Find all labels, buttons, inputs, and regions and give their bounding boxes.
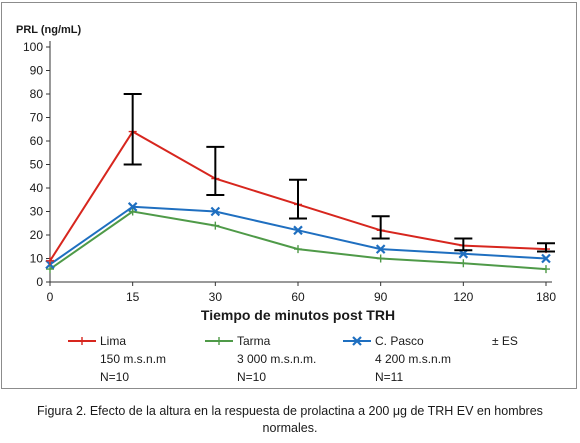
y-tick-label: 10 <box>30 252 44 266</box>
data-point-tarma <box>294 245 302 254</box>
data-point-tarma <box>459 259 468 268</box>
legend-sublabel-tarma: N=10 <box>237 370 267 384</box>
legend-sublabel-c-pasco: 4 200 m.s.n.m <box>375 352 452 366</box>
legend-sublabel-lima: N=10 <box>100 370 130 384</box>
x-tick-label: 0 <box>47 290 54 304</box>
y-tick-label: 60 <box>30 134 44 148</box>
error-bar <box>289 178 307 220</box>
y-tick-label: 80 <box>30 87 44 101</box>
data-point-c-pasco <box>541 253 551 264</box>
y-axis-title: PRL (ng/mL) <box>16 24 82 36</box>
x-tick-label: 90 <box>374 290 388 304</box>
y-tick-label: 20 <box>30 228 44 242</box>
series-line-tarma <box>49 210 547 271</box>
y-tick-label: 0 <box>36 275 43 289</box>
legend-label-tarma: Tarma <box>237 334 271 348</box>
figure-frame <box>1 2 577 389</box>
error-bar <box>206 145 225 197</box>
data-point-tarma <box>542 265 550 274</box>
error-bar <box>537 242 555 253</box>
caption-line-2: normales. <box>262 421 318 435</box>
data-point-c-pasco <box>375 244 386 254</box>
y-tick-label: 40 <box>30 181 44 195</box>
caption-line-1: Figura 2. Efecto de la altura en la resp… <box>37 404 543 418</box>
data-point-tarma <box>46 265 54 274</box>
legend-sublabel-lima: 150 m.s.n.m <box>100 352 167 366</box>
x-tick-label: 30 <box>209 290 223 304</box>
error-bar <box>123 93 142 166</box>
data-point-c-pasco <box>210 206 221 217</box>
y-tick-label: 30 <box>30 205 44 219</box>
data-point-lima <box>46 256 54 265</box>
legend-label-error-bars: ± ES <box>492 334 518 348</box>
data-point-c-pasco <box>293 225 303 236</box>
x-tick-label: 15 <box>126 290 140 304</box>
error-bar <box>371 215 390 240</box>
data-point-tarma <box>376 254 385 263</box>
data-point-c-pasco <box>127 202 138 212</box>
x-tick-label: 180 <box>536 290 556 304</box>
legend-marker-tarma <box>215 337 223 345</box>
data-point-tarma <box>128 207 137 216</box>
y-tick-label: 70 <box>30 111 44 125</box>
y-tick-label: 50 <box>30 158 44 172</box>
chart-area: PRL (ng/mL) 0 10 20 30 40 50 60 70 80 90 100 0 15 30 60… <box>16 24 556 346</box>
legend-marker-lima <box>78 337 86 345</box>
legend-label-lima: Lima <box>100 334 127 348</box>
x-tick-label: 60 <box>291 290 305 304</box>
figure-caption: Figura 2. Efecto de la altura en la resp… <box>0 403 580 437</box>
error-bar <box>454 237 473 252</box>
x-tick-label: 120 <box>453 290 473 304</box>
x-axis-title: Tiempo de minutos post TRH <box>201 307 395 323</box>
y-tick-label: 90 <box>30 64 44 78</box>
legend-sublabel-c-pasco: N=11 <box>375 370 404 384</box>
data-point-tarma <box>211 221 220 230</box>
legend-sublabel-tarma: 3 000 m.s.n.m. <box>237 352 317 366</box>
legend-label-c-pasco: C. Pasco <box>375 334 424 348</box>
y-tick-label: 100 <box>23 40 43 54</box>
legend-marker-c-pasco <box>352 336 362 346</box>
